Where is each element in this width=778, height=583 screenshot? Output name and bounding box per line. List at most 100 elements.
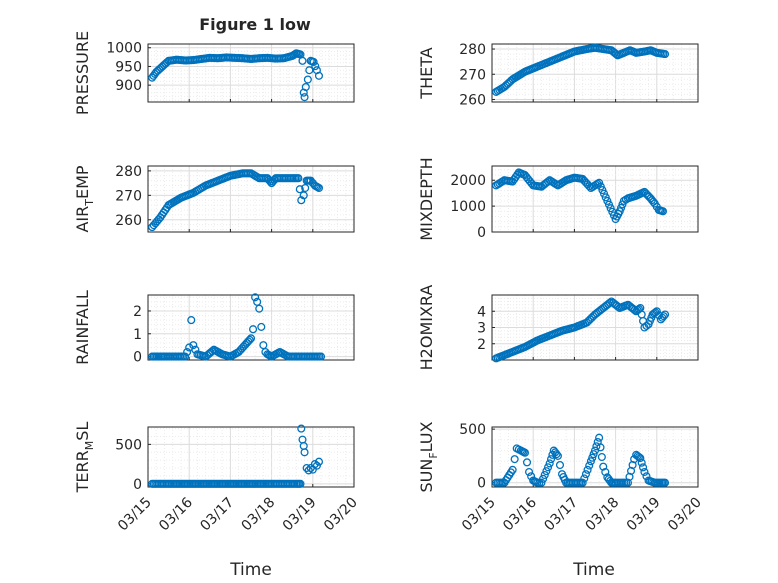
data-point [181, 352, 190, 361]
x-tick-label: 03/18 [583, 495, 623, 535]
y-tick-label: 0 [133, 477, 142, 493]
subplot-sunflux: 0 500 03/15 03/16 03/17 03/18 03/19 03/20 SUNFLU… [417, 421, 705, 534]
figure-title: Figure 1 low [199, 15, 311, 34]
y-axis-label: H2OMIXRA [417, 285, 436, 371]
data-point [588, 453, 597, 462]
axes-box [491, 165, 699, 233]
x-tick-label: 03/18 [239, 495, 279, 535]
data-point [249, 325, 258, 334]
y-axis-label: SUNFLUX [417, 421, 440, 492]
data-point [251, 293, 260, 302]
x-tick-label: 03/15 [459, 495, 499, 535]
data-point [314, 71, 324, 80]
x-tick-label: 03/20 [665, 495, 705, 535]
data-point [187, 316, 196, 325]
y-tick-label: 500 [459, 422, 486, 438]
x-axis-label-right: Time [572, 560, 615, 580]
data-point [255, 304, 264, 313]
y-tick-label: 2000 [450, 173, 486, 189]
y-tick-label: 270 [115, 188, 142, 204]
y-axis-label: RAINFALL [73, 290, 92, 365]
data-point [522, 458, 532, 467]
data-point [295, 185, 304, 194]
data-point [583, 465, 592, 474]
y-axis-label: AIRTEMP [73, 165, 96, 232]
data-point [259, 341, 268, 350]
data-point [547, 455, 556, 464]
data-point [597, 452, 606, 462]
data-point [585, 461, 594, 470]
data-point [639, 463, 648, 472]
data-point [552, 450, 561, 459]
y-axis-label: PRESSURE [73, 31, 92, 115]
data-point [580, 474, 589, 483]
subplot-h2omixra: 234 H2OMIXRA [417, 285, 699, 371]
data-point [309, 57, 318, 67]
y-tick-label: 1000 [106, 41, 142, 57]
data-point [316, 352, 326, 361]
data-point [589, 450, 598, 459]
data-point [296, 479, 305, 488]
data-point [659, 312, 668, 321]
data-point [539, 474, 548, 483]
data-point [605, 298, 614, 307]
y-tick-label: 4 [477, 304, 486, 320]
data-point [540, 470, 549, 480]
data-point [586, 457, 595, 466]
x-tick-label: 03/19 [624, 495, 664, 535]
data-point [545, 459, 554, 468]
y-tick-label: 2 [133, 304, 142, 320]
subplot-air_temp: 260 270 280 AIRTEMP [73, 164, 355, 233]
data-point [311, 62, 320, 71]
y-tick-label: 950 [115, 59, 142, 75]
y-tick-label: 0 [477, 476, 486, 492]
data-point [300, 448, 309, 457]
y-tick-label: 500 [115, 437, 142, 453]
x-tick-label: 03/16 [500, 494, 540, 534]
subplot-pressure: 900 950 1000 PRESSURE [73, 31, 355, 115]
y-tick-label: 270 [459, 67, 486, 83]
axes-box [147, 294, 355, 361]
data-point [555, 460, 565, 470]
data-point [314, 183, 324, 193]
data-point [537, 478, 546, 487]
data-point [298, 56, 307, 65]
data-point [601, 467, 610, 477]
axes-box [491, 426, 699, 488]
axes-box [147, 43, 355, 103]
y-axis-label: MIXDEPTH [417, 157, 436, 240]
data-point [542, 467, 551, 476]
data-point [636, 454, 645, 463]
subplot-rainfall: 0 1 2 RAINFALL [73, 290, 355, 366]
data-point [294, 174, 303, 183]
data-point [245, 335, 254, 344]
y-tick-label: 0 [477, 225, 486, 241]
data-point [314, 457, 324, 466]
data-point [660, 478, 670, 487]
data-point [300, 93, 309, 102]
data-point [508, 465, 517, 474]
y-tick-label: 0 [133, 350, 142, 366]
x-tick-label: 03/17 [541, 495, 581, 535]
data-point [592, 442, 601, 451]
data-point [312, 461, 321, 470]
subplot-terr_msl: 0 500 03/15 03/16 03/17 03/18 03/19 03/20 TERRMS… [73, 422, 361, 535]
data-point [637, 458, 646, 467]
data-point [306, 176, 315, 185]
y-tick-label: 260 [115, 213, 142, 229]
data-point [599, 462, 608, 471]
y-tick-label: 280 [115, 164, 142, 180]
data-point [525, 467, 534, 477]
y-tick-label: 260 [459, 92, 486, 108]
data-point [595, 433, 604, 442]
data-point [303, 75, 312, 84]
y-axis-label: THETA [417, 47, 436, 99]
data-point [658, 207, 668, 216]
data-point [652, 307, 661, 316]
data-point [310, 460, 319, 469]
data-point [301, 183, 310, 193]
data-point [640, 467, 649, 477]
subplot-mixdepth: 0 1000 2000 MIXDEPTH [417, 157, 699, 241]
axes-box [147, 165, 355, 233]
